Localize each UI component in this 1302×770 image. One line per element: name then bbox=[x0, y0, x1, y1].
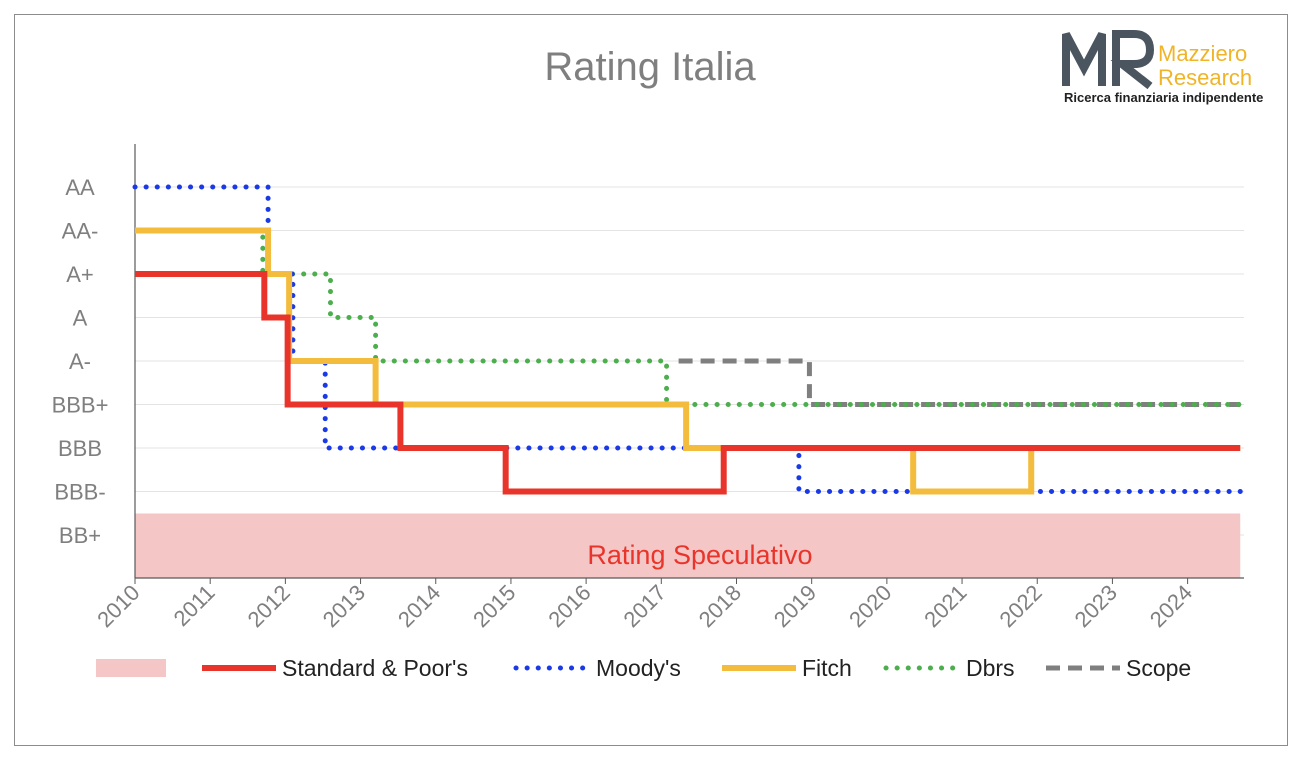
legend-swatch-speculative bbox=[96, 659, 166, 677]
legend-label-fitch: Fitch bbox=[802, 655, 852, 681]
legend-label-dbrs: Dbrs bbox=[966, 655, 1015, 681]
y-tick-label: BBB bbox=[58, 436, 102, 461]
x-tick-label: 2023 bbox=[1070, 580, 1122, 632]
x-tick-labels: 2010 2011 2012 2013 2014 2015 2016 2017 2018 2019… bbox=[92, 580, 1197, 632]
series-line-fitch bbox=[135, 227, 1241, 495]
series-line-standard-poor-s bbox=[135, 271, 1241, 495]
y-tick-label: BBB- bbox=[54, 480, 105, 505]
x-tick-label: 2021 bbox=[919, 580, 971, 632]
y-tick-label: A- bbox=[69, 349, 91, 374]
legend: Standard & Poor's Moody's Fitch Dbrs Scope bbox=[96, 655, 1191, 681]
brand-logo: Mazziero Research Ricerca finanziaria in… bbox=[1062, 28, 1282, 114]
x-tick-label: 2024 bbox=[1145, 580, 1197, 632]
chart-frame bbox=[14, 14, 1288, 746]
x-tick-label: 2014 bbox=[393, 580, 445, 632]
logo-tagline: Ricerca finanziaria indipendente bbox=[1064, 90, 1264, 105]
y-tick-labels: BB+ BBB- BBB BBB+ A- A A+ AA- AA bbox=[52, 175, 109, 548]
x-tick-label: 2018 bbox=[694, 580, 746, 632]
x-tick-label: 2019 bbox=[769, 580, 821, 632]
chart-title: Rating Italia bbox=[544, 45, 756, 89]
logo-name-line1: Mazziero bbox=[1158, 41, 1248, 66]
x-tick-label: 2012 bbox=[243, 580, 295, 632]
x-tick-label: 2020 bbox=[844, 580, 896, 632]
x-tick-label: 2013 bbox=[318, 580, 370, 632]
legend-label-moody-s: Moody's bbox=[596, 655, 681, 681]
logo-name: Mazziero Research bbox=[1158, 42, 1252, 90]
x-tick-label: 2022 bbox=[994, 580, 1046, 632]
y-tick-label: BBB+ bbox=[52, 393, 109, 418]
logo-name-line2: Research bbox=[1158, 65, 1253, 90]
x-tick-label: 2015 bbox=[468, 580, 520, 632]
x-tick-label: 2010 bbox=[92, 580, 144, 632]
speculative-band-area bbox=[135, 513, 1241, 578]
y-tick-label: AA bbox=[65, 175, 95, 200]
x-tick-label: 2016 bbox=[543, 580, 595, 632]
x-tick-label: 2011 bbox=[169, 580, 220, 631]
y-tick-label: AA- bbox=[62, 219, 99, 244]
y-tick-label: A bbox=[73, 306, 88, 331]
legend-label-standard-poor-s: Standard & Poor's bbox=[282, 655, 468, 681]
axes bbox=[134, 144, 1244, 584]
y-tick-label: A+ bbox=[66, 262, 94, 287]
legend-label-scope: Scope bbox=[1126, 655, 1191, 681]
series-line-scope bbox=[678, 358, 1241, 407]
series-lines bbox=[132, 184, 1243, 495]
y-tick-label: BB+ bbox=[59, 523, 101, 548]
mr-logo-mark-icon bbox=[1062, 30, 1155, 90]
speculative-band: Rating Speculativo bbox=[135, 513, 1241, 578]
x-tick-label: 2017 bbox=[619, 580, 671, 632]
speculative-band-label: Rating Speculativo bbox=[587, 540, 812, 570]
